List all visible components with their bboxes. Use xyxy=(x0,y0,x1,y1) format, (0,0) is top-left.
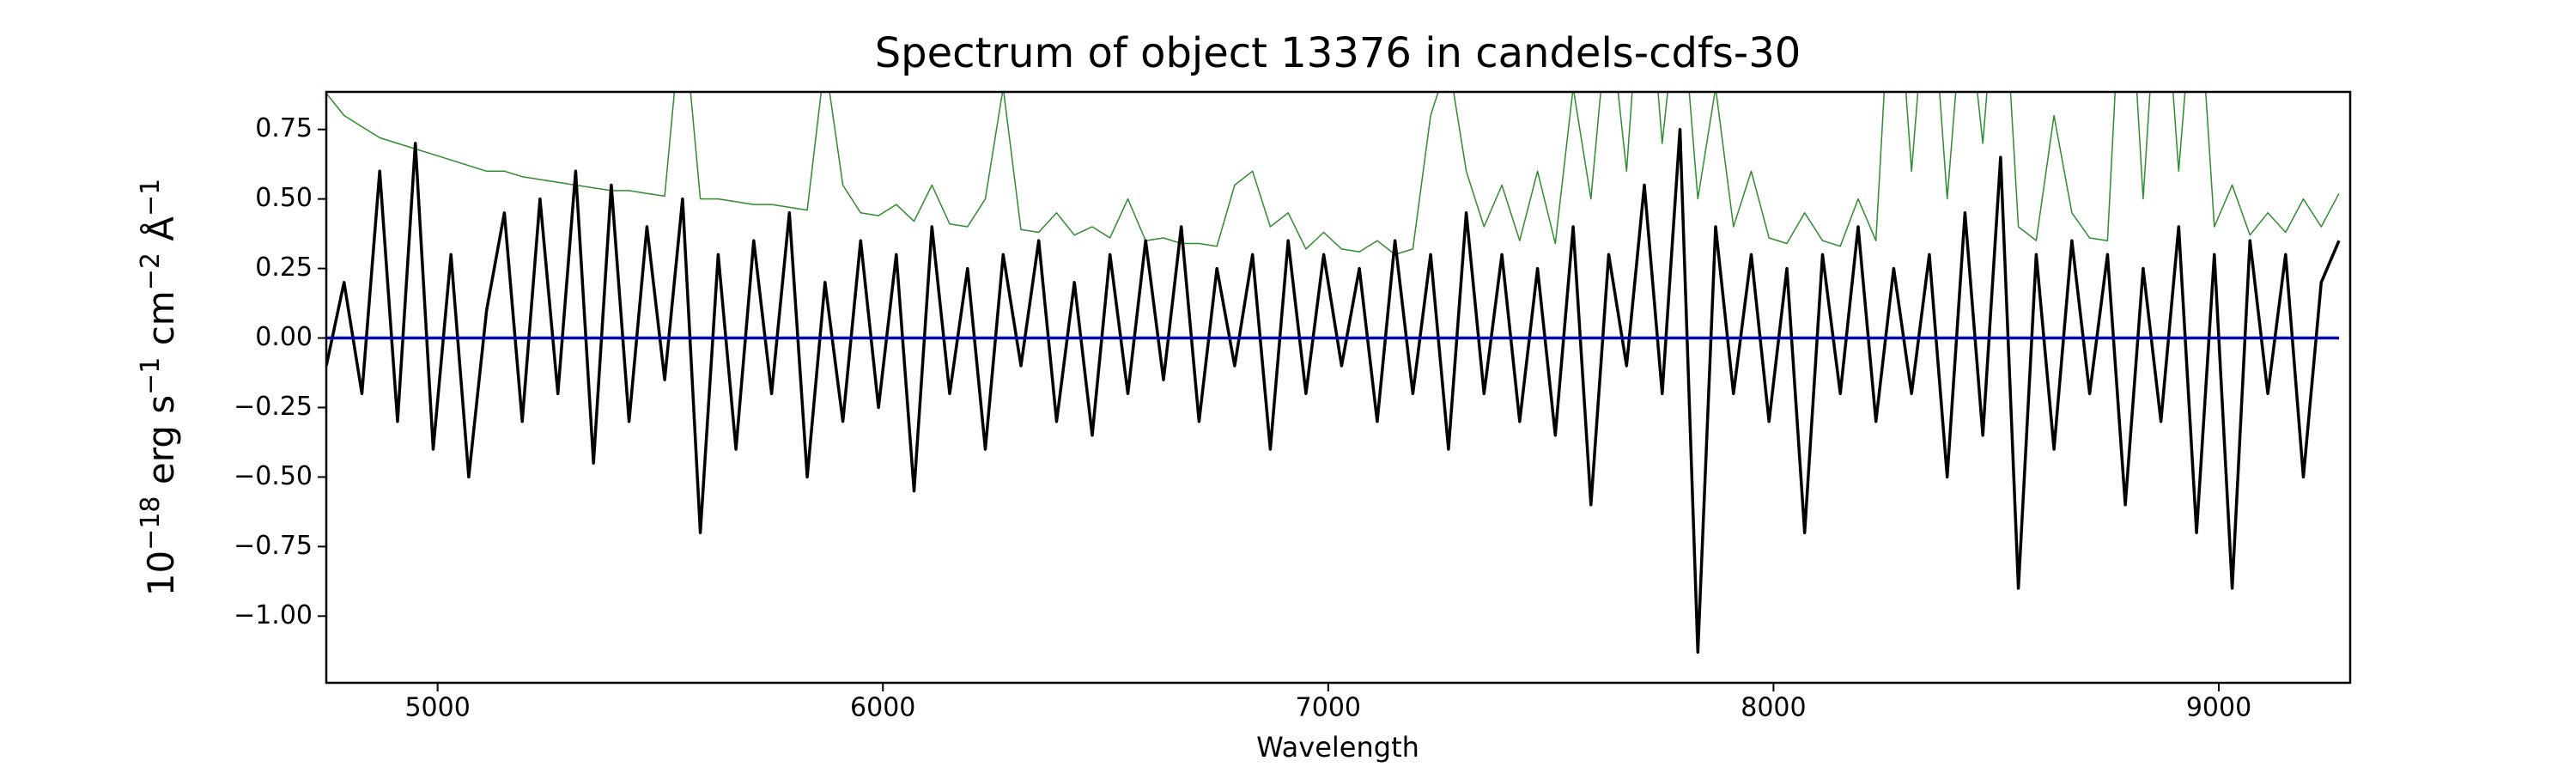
x-tick-label: 6000 xyxy=(850,693,915,723)
y-axis-label-part: Å xyxy=(139,216,182,253)
x-axis-label: Wavelength xyxy=(1256,731,1419,764)
x-tick-label: 8000 xyxy=(1741,693,1806,723)
y-axis-label-part: erg s xyxy=(140,395,182,496)
x-tick-label: 7000 xyxy=(1296,693,1361,723)
axes-frame xyxy=(325,90,2352,685)
chart-title: Spectrum of object 13376 in candels-cdfs… xyxy=(875,29,1801,77)
y-tick-label: −0.75 xyxy=(234,531,313,561)
y-axis-label-superscript: −18 xyxy=(136,496,166,551)
x-tick-label: 5000 xyxy=(404,693,470,723)
series-line xyxy=(326,127,2341,654)
y-tick-label: 0.00 xyxy=(255,322,313,352)
y-tick-label: 0.50 xyxy=(255,183,313,213)
y-axis-label-superscript: −1 xyxy=(136,179,166,216)
y-tick-label: −0.50 xyxy=(234,461,313,491)
series-line xyxy=(326,92,2340,256)
y-axis-label-superscript: −2 xyxy=(136,253,166,290)
x-tick-label: 9000 xyxy=(2186,693,2251,723)
y-axis-label-part: 10 xyxy=(140,551,182,596)
y-tick-label: 0.25 xyxy=(255,253,313,283)
y-tick-label: −0.25 xyxy=(234,392,313,422)
plot-area xyxy=(326,92,2341,654)
y-tick-label: −1.00 xyxy=(234,600,313,630)
y-axis-label: 10−18 erg s−1 cm−2 Å−1 xyxy=(136,179,182,597)
y-axis-label-superscript: −1 xyxy=(136,357,166,395)
y-tick-label: 0.75 xyxy=(255,113,313,143)
y-axis-label-part: cm xyxy=(140,290,182,356)
